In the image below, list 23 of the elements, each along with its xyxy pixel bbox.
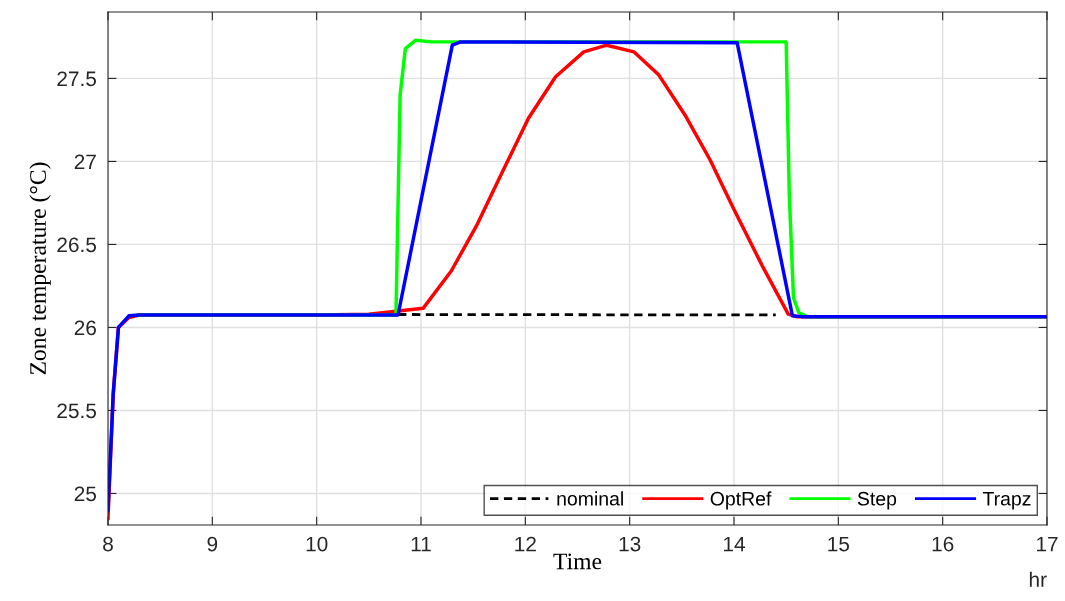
x-tick-label: 12 [515,536,536,552]
x-tick-label: 17 [1037,536,1058,552]
legend-label: Trapz [982,492,1031,510]
y-tick-label: 25 [74,486,97,502]
x-tick-label: 9 [207,536,218,552]
x-tick-label: 16 [932,536,954,552]
y-axis-title: Zone temperature (°C) [29,162,51,375]
y-tick-label: 27 [74,154,96,169]
y-tick-label: 25.5 [57,403,97,419]
x-tick-label: 8 [103,536,113,552]
x-tick-label: 10 [306,536,328,552]
x-tick-label: 13 [619,536,641,552]
y-tick-label: 26 [74,320,96,336]
legend-label: nominal [557,491,623,506]
legend-label: Step [857,491,897,510]
legend-label: OptRef [710,491,772,510]
x-tick-label: 11 [411,536,431,552]
text: hr [1029,571,1047,587]
y-tick-label: 26.5 [57,237,97,253]
x-axis-title: Time [553,553,602,570]
x-tick-label: 14 [724,536,745,552]
x-tick-label: 15 [828,536,850,552]
y-tick-label: 27.5 [57,71,97,87]
